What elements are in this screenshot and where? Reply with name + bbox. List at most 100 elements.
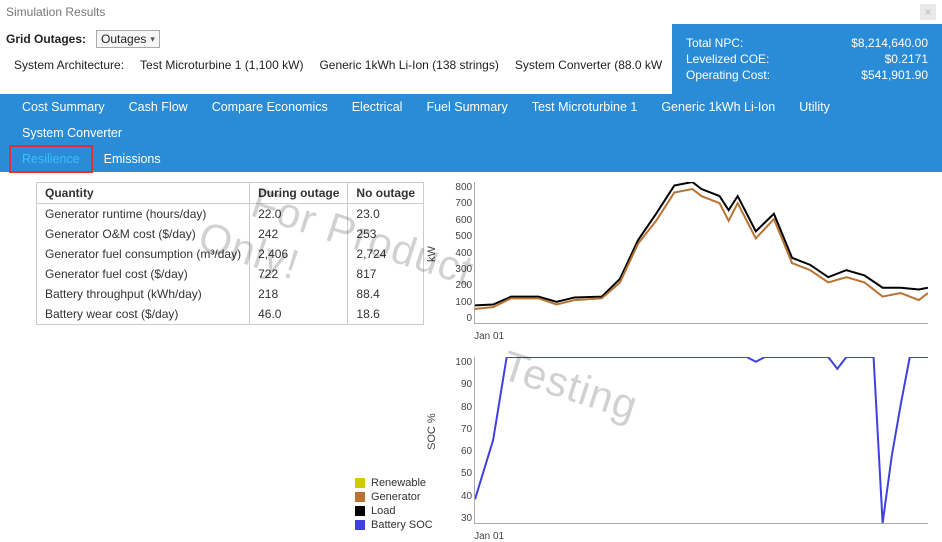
close-icon[interactable]: × [920,4,936,20]
kw-chart: kW 8007006005004003002001000 Jan 01 [444,182,932,342]
row-value: 22.0 [250,204,348,225]
charts-column: kW 8007006005004003002001000 Jan 01 SOC … [444,182,932,542]
row-value: 2,406 [250,244,348,264]
tab-utility[interactable]: Utility [787,94,842,120]
legend-swatch [355,506,365,516]
tab-fuel-summary[interactable]: Fuel Summary [414,94,519,120]
summary-panel: Total NPC: $8,214,640.00 Levelized COE: … [672,24,942,94]
row-value: 253 [348,224,424,244]
row-label: Generator fuel consumption (m³/day) [37,244,250,264]
table-header: No outage [348,183,424,204]
tab-test-microturbine-1[interactable]: Test Microturbine 1 [520,94,650,120]
ytick: 70 [438,424,472,435]
kw-xlabel: Jan 01 [474,331,504,342]
kw-yaxis: 8007006005004003002001000 [438,182,472,324]
summary-label: Operating Cost: [686,68,770,82]
row-label: Generator runtime (hours/day) [37,204,250,225]
ytick: 500 [438,231,472,242]
outages-label: Grid Outages: [6,32,86,46]
ytick: 100 [438,357,472,368]
architecture-item: Test Microturbine 1 (1,100 kW) [140,58,303,72]
series-generator [475,189,928,309]
kw-ylabel: kW [426,246,438,262]
outages-value: Outages [101,32,146,46]
summary-value: $8,214,640.00 [851,36,928,50]
legend-swatch [355,478,365,488]
legend-item: Battery SOC [355,519,433,531]
window-titlebar: Simulation Results × [0,0,942,24]
soc-chart: SOC % 10090807060504030 Jan 01 [444,357,932,542]
tabs: Cost SummaryCash FlowCompare EconomicsEl… [0,94,942,172]
ytick: 30 [438,513,472,524]
top-strip-left: Grid Outages: Outages ▾ System Architect… [0,24,672,94]
ytick: 200 [438,280,472,291]
tab-resilience[interactable]: Resilience [10,146,92,172]
outages-dropdown[interactable]: Outages ▾ [96,30,160,48]
row-value: 722 [250,264,348,284]
window-title: Simulation Results [6,5,105,19]
ytick: 700 [438,198,472,209]
ytick: 0 [438,313,472,324]
tab-electrical[interactable]: Electrical [340,94,415,120]
table-row: Battery throughput (kWh/day)21888.4 [37,284,424,304]
summary-value: $541,901.90 [861,68,928,82]
row-value: 46.0 [250,304,348,325]
architecture-item: Generic 1kWh Li-Ion (138 strings) [319,58,498,72]
soc-ylabel: SOC % [426,413,438,450]
tab-system-converter[interactable]: System Converter [10,120,134,146]
table-row: Generator runtime (hours/day)22.023.0 [37,204,424,225]
ytick: 600 [438,215,472,226]
legend-label: Load [371,505,395,517]
ytick: 40 [438,491,472,502]
legend-label: Renewable [371,477,426,489]
tab-cost-summary[interactable]: Cost Summary [10,94,117,120]
ytick: 100 [438,297,472,308]
table-row: Battery wear cost ($/day)46.018.6 [37,304,424,325]
top-strip: Grid Outages: Outages ▾ System Architect… [0,24,942,94]
summary-value: $0.2171 [885,52,928,66]
kw-plot [474,182,928,324]
legend-label: Generator [371,491,421,503]
row-value: 23.0 [348,204,424,225]
soc-xlabel: Jan 01 [474,531,504,542]
summary-row: Levelized COE: $0.2171 [686,51,928,67]
legend-item: Load [355,505,433,517]
outages-row: Grid Outages: Outages ▾ [6,30,666,48]
tab-cash-flow[interactable]: Cash Flow [117,94,200,120]
summary-row: Total NPC: $8,214,640.00 [686,35,928,51]
tab-emissions[interactable]: Emissions [92,146,173,172]
summary-label: Levelized COE: [686,52,769,66]
architecture-item: System Converter (88.0 kW [515,58,662,72]
tab-generic-1kwh-li-ion[interactable]: Generic 1kWh Li-Ion [649,94,787,120]
table-row: Generator fuel cost ($/day)722817 [37,264,424,284]
row-value: 218 [250,284,348,304]
architecture-row: System Architecture: Test Microturbine 1… [6,58,666,72]
summary-row: Operating Cost: $541,901.90 [686,67,928,83]
content: QuantityDuring outageNo outageGenerator … [0,172,942,542]
legend-swatch [355,520,365,530]
series-load [475,182,928,305]
chevron-down-icon: ▾ [150,34,155,45]
summary-label: Total NPC: [686,36,743,50]
table-header: Quantity [37,183,250,204]
series-battery-soc [475,357,928,523]
row-value: 18.6 [348,304,424,325]
resilience-table: QuantityDuring outageNo outageGenerator … [36,182,424,325]
soc-yaxis: 10090807060504030 [438,357,472,524]
row-label: Battery throughput (kWh/day) [37,284,250,304]
legend-swatch [355,492,365,502]
ytick: 80 [438,402,472,413]
ytick: 400 [438,248,472,259]
soc-plot [474,357,928,524]
ytick: 60 [438,446,472,457]
architecture-label: System Architecture: [14,58,124,72]
row-value: 2,724 [348,244,424,264]
tab-compare-economics[interactable]: Compare Economics [200,94,340,120]
row-value: 817 [348,264,424,284]
ytick: 90 [438,379,472,390]
legend-label: Battery SOC [371,519,433,531]
row-label: Generator fuel cost ($/day) [37,264,250,284]
row-label: Battery wear cost ($/day) [37,304,250,325]
table-row: Generator O&M cost ($/day)242253 [37,224,424,244]
chart-legend: Renewable Generator Load Battery SOC [355,477,433,533]
